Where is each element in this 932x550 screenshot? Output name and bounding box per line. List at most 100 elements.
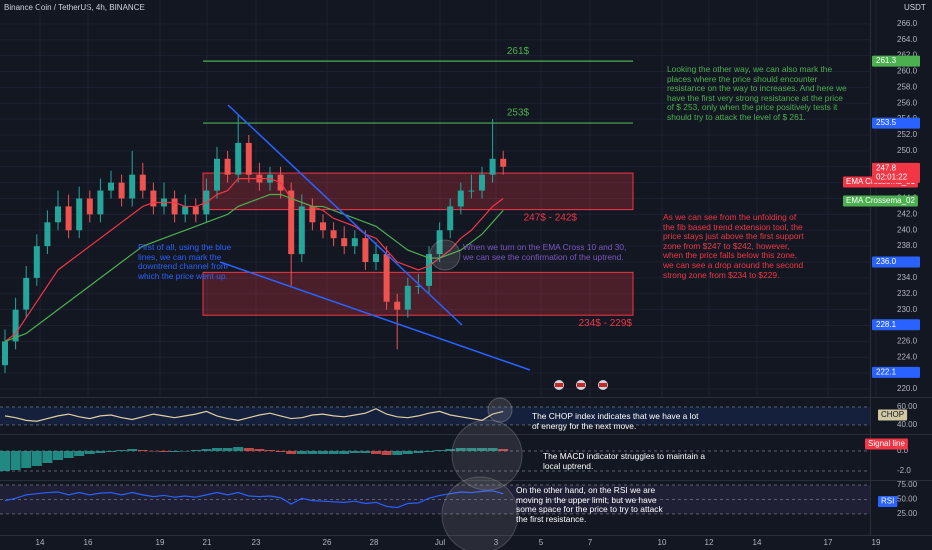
candle-body [245,142,252,175]
candle-body [139,174,146,191]
indicator-tag-bg [878,496,898,507]
histogram-bar [42,451,53,463]
indicator-line [4,408,504,422]
histogram-bar [63,451,74,458]
time-label: 16 [84,538,93,547]
y-tick-label: 220.0 [897,384,918,393]
candle-body [394,301,401,310]
histogram-bar [424,451,434,452]
candle-body [309,206,316,223]
candle-body [447,206,454,231]
y-tick-label: 234.0 [897,273,918,282]
zone-label: 247$ - 242$ [524,212,578,223]
histogram-bar [402,451,413,454]
histogram-bar [381,451,392,455]
histogram-bar [455,448,466,451]
candle-body [214,158,220,191]
ema-line [4,178,504,342]
zone-label: 234$ - 229$ [579,318,633,329]
highlight-circle [441,476,519,550]
histogram-bar [116,450,127,451]
highlight-circle [487,397,513,423]
histogram-bar [137,450,148,451]
y-tick-label: 226.0 [897,337,918,346]
candle-body [468,190,475,192]
candle-body [235,142,242,175]
candle-body [330,230,337,239]
indicator-band [0,406,870,425]
candle-body [436,230,443,255]
candle-body [415,285,422,287]
candle-body [298,206,305,255]
histogram-bar [106,451,116,452]
price-mark [872,55,920,67]
histogram-bar [159,451,169,452]
annotation: First of all, using the blue lines, we c… [138,242,232,281]
histogram-bar [127,449,138,451]
y-tick-label: 252.0 [897,130,918,139]
histogram-bar [31,451,42,466]
price-mark [872,117,920,129]
price-mark-label: 222.1 [876,367,897,376]
histogram-bar [243,448,254,451]
candle-body [23,277,30,310]
histogram-bar [498,449,509,451]
price-mark [872,366,920,378]
y-tick-label: 224.0 [897,352,918,361]
indicator-tag-bg [865,438,908,450]
histogram-bar [21,451,32,468]
candle-body [33,246,40,278]
countdown: 02:01:22 [876,172,908,181]
time-label: 23 [252,538,261,547]
histogram-bar [84,451,95,454]
histogram-bar [339,451,350,454]
highlight-circle [429,239,461,271]
y-tick-label: -2.0 [897,466,911,475]
annotation: When we turn on the EMA Cross 10 and 30,… [463,242,627,262]
indicator-tag: RSI [881,497,894,506]
histogram-bar [190,450,201,451]
candle-body [150,190,157,207]
event-icon-flag [599,383,607,387]
time-label: 7 [588,538,593,547]
histogram-bar [53,451,63,460]
histogram-bar [74,451,85,456]
candle-body [479,174,485,191]
level-label: 253$ [507,108,530,119]
indicator-tag-bg [878,409,908,421]
histogram-bar [254,449,265,451]
price-mark-label: 236.0 [876,257,897,266]
price-mark [872,319,920,331]
annotation: Looking the other way, we can also mark … [667,64,847,122]
histogram-bar [487,448,498,451]
histogram-bar [0,451,10,471]
event-icon-flag [577,383,585,387]
histogram-bar [265,450,275,451]
indicator-tag: CHOP [881,410,904,419]
histogram-bar [169,451,180,452]
highlight-circle [451,419,523,491]
histogram-bar [413,451,424,453]
candle-body [351,238,358,247]
histogram-bar [392,451,403,455]
histogram-bar [349,451,360,453]
annotation: The CHOP index indicates that we have a … [532,411,699,431]
y-tick-label: 258.0 [897,82,918,91]
candle-body [108,182,114,191]
candle-body [65,206,72,231]
candle-body [76,198,83,231]
histogram-bar [95,451,106,453]
time-label: 14 [36,538,45,547]
y-tick-label: 260.0 [897,67,918,76]
time-label: 21 [203,538,212,547]
y-tick-label: 262.0 [897,51,918,60]
candle-body [500,158,507,167]
candle-body [44,222,51,247]
candle-body [362,238,369,263]
y-tick-label: 50.00 [897,495,918,504]
price-mark [872,256,920,268]
candle-body [341,238,348,247]
price-mark-label: 228.1 [876,320,897,329]
